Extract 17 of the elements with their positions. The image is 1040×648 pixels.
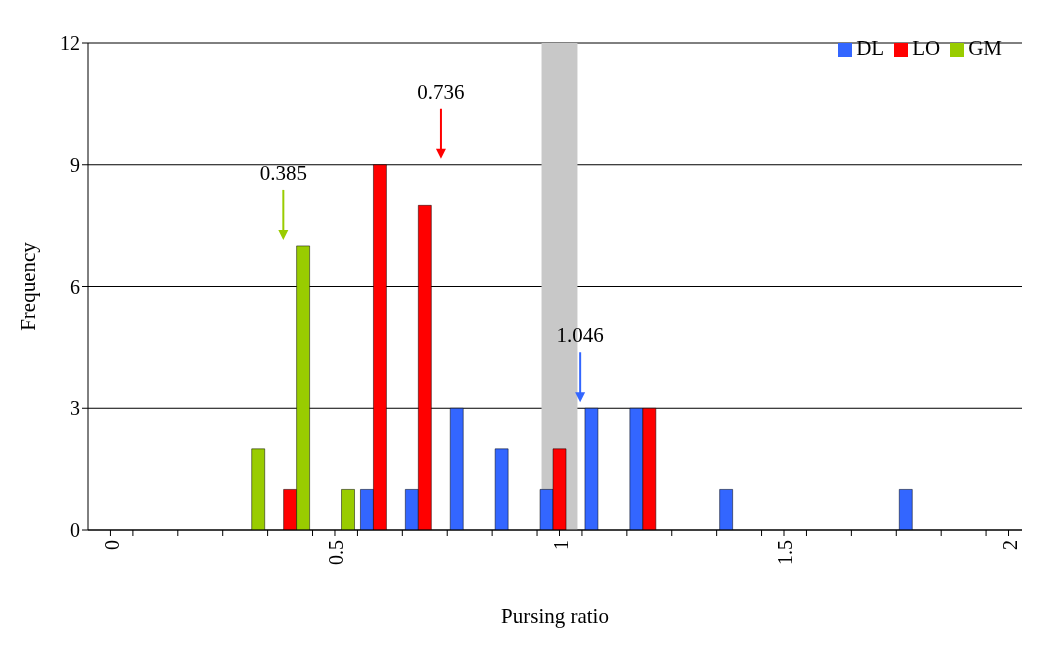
x-axis-title: Pursing ratio bbox=[501, 603, 609, 628]
ref-line-label: 0.736 bbox=[417, 79, 465, 104]
y-tick-label: 12 bbox=[60, 32, 80, 55]
y-tick-label: 3 bbox=[70, 397, 80, 420]
x-tick-label: 0.5 bbox=[325, 540, 348, 565]
y-tick-label: 9 bbox=[70, 153, 80, 176]
legend-label: LO bbox=[912, 36, 941, 60]
ref-line-label: 1.046 bbox=[556, 323, 604, 348]
y-tick-label: 6 bbox=[70, 275, 80, 298]
x-tick-label: 0 bbox=[100, 540, 123, 550]
x-tick-label: 1.5 bbox=[774, 540, 797, 565]
legend-label: DL bbox=[856, 36, 885, 60]
legend-label: GM bbox=[968, 36, 1002, 60]
x-tick-label: 1 bbox=[549, 540, 572, 550]
ref-line-label: 0.385 bbox=[259, 160, 307, 185]
x-tick-label: 2 bbox=[998, 540, 1021, 550]
y-axis-title: Frequency bbox=[16, 241, 41, 331]
